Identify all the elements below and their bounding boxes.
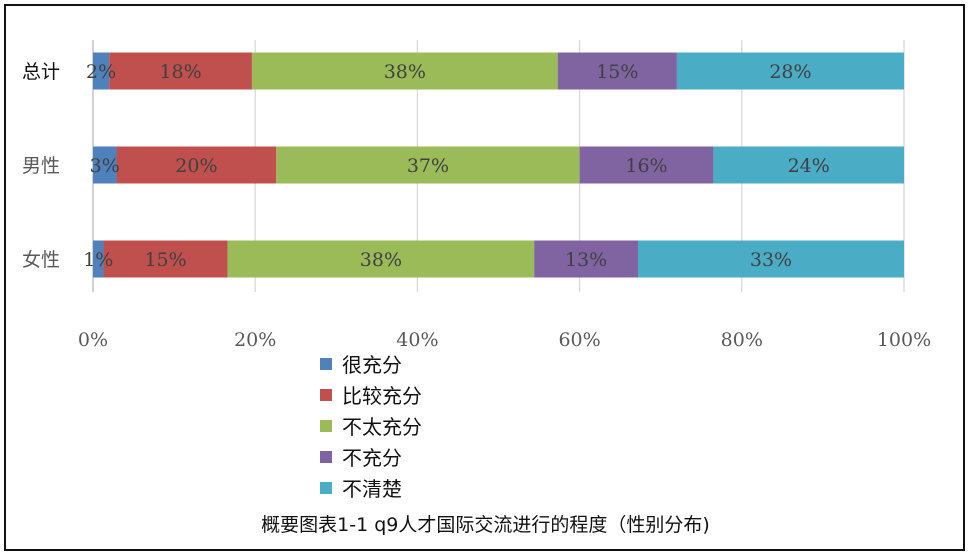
bar-segment (227, 240, 535, 278)
legend-item: 很充分 (320, 348, 422, 379)
data-label: 37% (407, 155, 449, 177)
legend-label: 比较充分 (342, 384, 422, 408)
legend-swatch (320, 481, 332, 494)
data-label: 24% (788, 155, 830, 177)
data-label: 38% (360, 249, 402, 271)
legend-swatch (320, 450, 332, 463)
bar-segment (713, 146, 904, 184)
legend-item: 比较充分 (320, 379, 422, 410)
legend-label: 不充分 (342, 446, 402, 470)
legend: 很充分 比较充分 不太充分 不充分 不清楚 (320, 348, 422, 503)
legend-label: 不清楚 (342, 477, 402, 501)
legend-swatch (320, 419, 332, 432)
chart-caption: 概要图表1-1 q9人才国际交流进行的程度（性别分布) (261, 514, 710, 536)
bar-segment (116, 146, 277, 184)
x-tick-label: 20% (234, 329, 276, 351)
legend-item: 不太充分 (320, 410, 422, 441)
bar-segment (251, 52, 558, 90)
legend-label: 不太充分 (342, 415, 422, 439)
data-label: 15% (596, 61, 638, 83)
data-label: 28% (769, 61, 811, 83)
bar-segment (534, 240, 638, 278)
legend-item: 不充分 (320, 441, 422, 472)
data-label: 18% (159, 61, 201, 83)
legend-label: 很充分 (342, 353, 402, 377)
x-tick-label: 100% (877, 329, 931, 351)
x-tick-label: 80% (721, 329, 763, 351)
data-label: 33% (750, 249, 792, 271)
data-label: 3% (90, 155, 120, 177)
bar-segment (579, 146, 714, 184)
bar-segment (93, 240, 104, 278)
bar-segment (637, 240, 904, 278)
legend-swatch (320, 388, 332, 401)
data-label: 16% (625, 155, 667, 177)
x-tick-label: 40% (396, 329, 438, 351)
data-label: 38% (384, 61, 426, 83)
bar-segment (93, 52, 110, 90)
data-label: 20% (175, 155, 217, 177)
y-category-label: 总计 (22, 61, 60, 83)
y-category-label: 男性 (22, 155, 60, 177)
legend-swatch (320, 357, 332, 370)
data-label: 2% (86, 61, 116, 83)
bar-segment (93, 146, 117, 184)
legend-item: 不清楚 (320, 472, 422, 503)
y-category-label: 女性 (22, 249, 60, 271)
bar-segment (109, 52, 252, 90)
bar-segment (557, 52, 677, 90)
x-tick-label: 60% (558, 329, 600, 351)
data-label: 1% (83, 249, 113, 271)
data-label: 15% (144, 249, 186, 271)
bar-segment (103, 240, 228, 278)
bar-segment (276, 146, 580, 184)
bar-segment (676, 52, 904, 90)
data-label: 13% (565, 249, 607, 271)
x-tick-label: 0% (78, 329, 108, 351)
